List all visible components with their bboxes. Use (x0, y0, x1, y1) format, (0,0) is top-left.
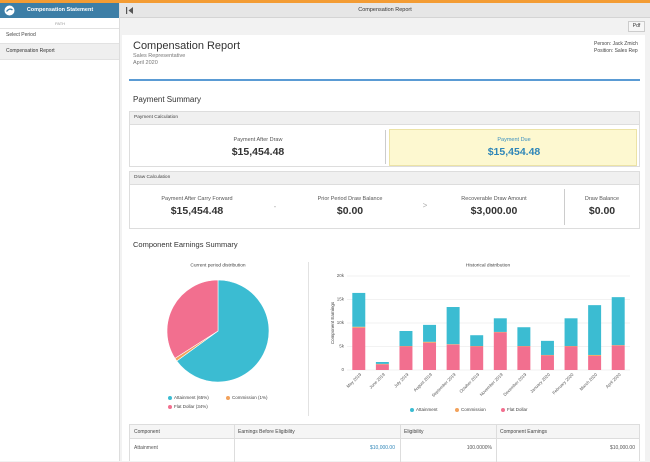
legend-label: Commission (1%) (232, 395, 268, 400)
bar-segment (541, 341, 554, 355)
bar-segment (376, 364, 389, 370)
x-tick-label: January 2020 (529, 372, 551, 394)
chart-title: Historical distribution (466, 262, 511, 268)
legend-swatch (501, 408, 505, 412)
bar-segment (399, 331, 412, 346)
bar-segment (517, 347, 530, 371)
bar-segment (423, 325, 436, 342)
legend-label: Attainment (65%) (174, 395, 209, 400)
bar-segment (447, 345, 460, 370)
bar-segment (376, 362, 389, 364)
bar-segment (612, 346, 625, 370)
x-tick-label: June 2019 (368, 372, 386, 390)
y-tick-label: 0 (341, 367, 344, 372)
bar-segment (565, 318, 578, 346)
bar-segment (352, 327, 365, 328)
legend-swatch (168, 396, 172, 400)
legend-label: Commission (461, 407, 486, 412)
bar-segment (565, 347, 578, 371)
legend-swatch (455, 408, 459, 412)
bar-segment (352, 328, 365, 370)
bar-segment (588, 305, 601, 355)
bar-segment (588, 355, 601, 356)
chart-title: Current period distribution (190, 262, 246, 268)
x-tick-label: February 2020 (551, 372, 575, 396)
bar-segment (588, 356, 601, 370)
x-tick-label: December 2019 (502, 372, 528, 398)
bar-segment (470, 335, 483, 346)
bar-segment (517, 327, 530, 346)
y-tick-label: 15k (337, 297, 345, 302)
x-tick-label: November 2019 (479, 372, 505, 398)
bar-segment (447, 307, 460, 344)
x-tick-label: May 2019 (345, 372, 362, 389)
legend-swatch (226, 396, 230, 400)
y-tick-label: 20k (337, 273, 345, 278)
bar-segment (612, 297, 625, 345)
x-tick-label: October 2019 (458, 372, 480, 394)
legend-swatch (410, 408, 414, 412)
x-tick-label: September 2019 (431, 372, 457, 398)
bar-segment (423, 343, 436, 370)
x-tick-label: July 2019 (393, 372, 410, 389)
legend-label: Attainment (416, 407, 438, 412)
x-tick-label: March 2020 (579, 372, 599, 392)
bar-segment (541, 355, 554, 370)
bar-segment (494, 332, 507, 370)
legend-label: Flat Dollar (507, 407, 528, 412)
bar-segment (352, 293, 365, 327)
x-tick-label: August 2019 (412, 372, 433, 393)
bar-segment (470, 347, 483, 371)
bar-segment (494, 318, 507, 332)
y-axis-label: Component Earnings (330, 301, 335, 344)
y-tick-label: 5k (339, 344, 345, 349)
y-tick-label: 10k (337, 320, 345, 325)
x-tick-label: April 2020 (604, 372, 622, 390)
legend-swatch (168, 405, 172, 409)
legend-label: Flat Dollar (34%) (174, 404, 208, 409)
bar-segment (423, 342, 436, 343)
bar-segment (399, 347, 412, 371)
